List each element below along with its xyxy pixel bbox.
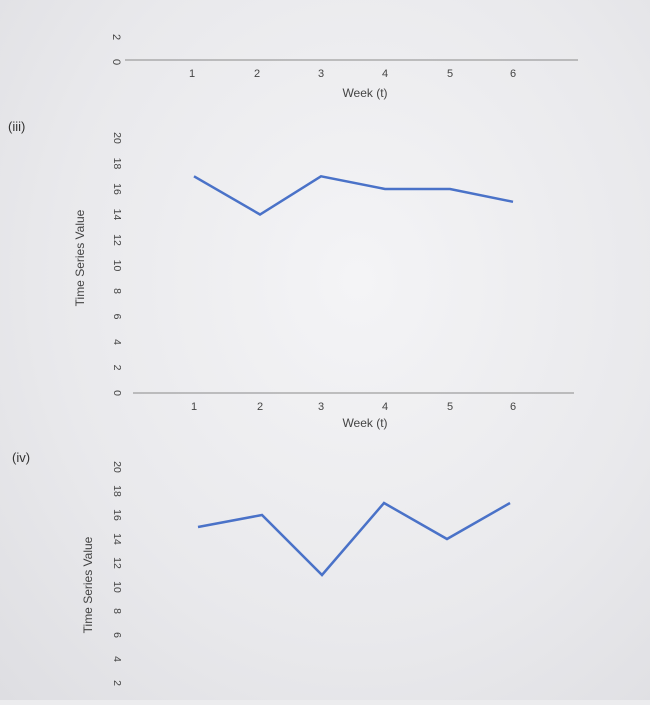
y-tick-label: 10 bbox=[111, 260, 123, 272]
y-tick-label: 8 bbox=[111, 288, 123, 294]
y-tick-label: 6 bbox=[111, 314, 123, 320]
panel-label: (iii) bbox=[8, 119, 25, 134]
panel-label: (iv) bbox=[12, 450, 30, 465]
x-tick-label: 2 bbox=[254, 68, 260, 80]
x-tick-label: 4 bbox=[382, 401, 388, 413]
x-tick-label: 1 bbox=[189, 68, 195, 80]
x-axis-label: Week (t) bbox=[342, 86, 387, 100]
y-tick-label: 16 bbox=[111, 183, 123, 195]
series-line bbox=[194, 176, 513, 214]
y-axis-title: Time Series Value bbox=[73, 209, 87, 306]
y-tick-label: 2 bbox=[111, 680, 123, 686]
chart-panel-iv: (iv) 2 4 6 8 10 12 14 16 18 20 Time Series Value bbox=[12, 450, 510, 686]
y-tick-label: 18 bbox=[111, 158, 123, 170]
chart-panel-top: 1 2 3 4 5 6 Week (t) 2 0 bbox=[110, 34, 578, 100]
x-tick-label: 5 bbox=[447, 68, 453, 80]
y-tick-label: 18 bbox=[111, 485, 123, 497]
x-axis-label: Week (t) bbox=[342, 416, 387, 430]
series-line bbox=[198, 503, 510, 575]
x-tick-label: 3 bbox=[318, 68, 324, 80]
y-tick-label: 6 bbox=[111, 632, 123, 638]
y-tick-label: 10 bbox=[111, 581, 123, 593]
x-tick-label: 4 bbox=[382, 68, 388, 80]
y-tick-label: 0 bbox=[110, 59, 122, 65]
x-tick-label: 5 bbox=[447, 401, 453, 413]
y-tick-label: 20 bbox=[111, 132, 123, 144]
x-tick-label: 3 bbox=[318, 401, 324, 413]
y-tick-label: 0 bbox=[111, 390, 123, 396]
x-tick-label: 1 bbox=[191, 401, 197, 413]
y-tick-label: 2 bbox=[111, 365, 123, 371]
x-tick-label: 6 bbox=[510, 401, 516, 413]
y-tick-label: 12 bbox=[111, 557, 123, 569]
y-tick-label: 4 bbox=[111, 339, 123, 345]
x-tick-label: 2 bbox=[257, 401, 263, 413]
y-tick-label: 12 bbox=[111, 234, 123, 246]
y-tick-label: 14 bbox=[111, 533, 123, 545]
y-tick-label: 20 bbox=[111, 461, 123, 473]
y-tick-label: 8 bbox=[111, 608, 123, 614]
y-tick-label: 14 bbox=[111, 209, 123, 221]
y-tick-label: 2 bbox=[110, 34, 122, 40]
y-tick-label: 4 bbox=[111, 656, 123, 662]
x-tick-label: 6 bbox=[510, 68, 516, 80]
y-tick-label: 16 bbox=[111, 509, 123, 521]
y-axis-title: Time Series Value bbox=[81, 536, 95, 633]
